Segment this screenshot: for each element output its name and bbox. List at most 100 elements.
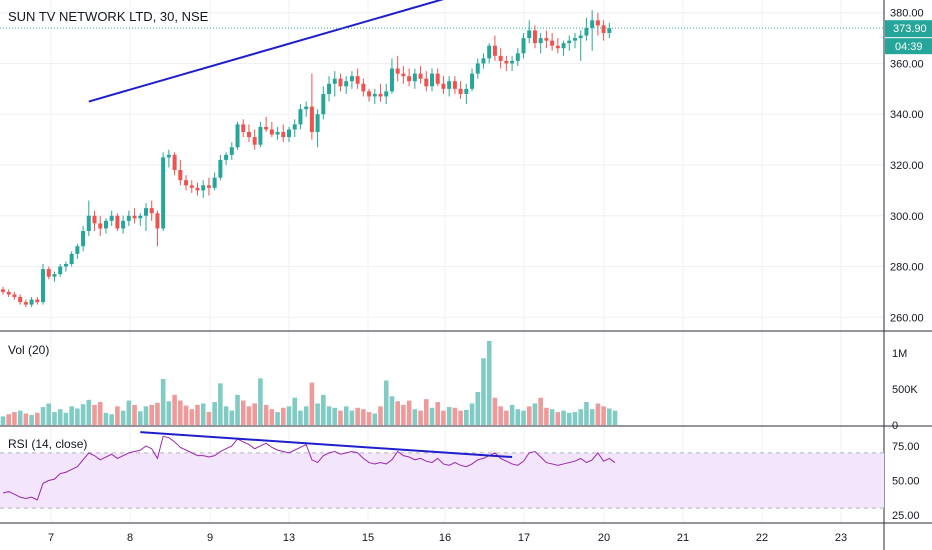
candle-body [332, 78, 337, 84]
candle-body [395, 68, 400, 74]
candle-body [367, 91, 372, 97]
candle-body [75, 246, 80, 254]
volume-bar [126, 400, 132, 425]
candle-body [573, 38, 577, 41]
candle-body [550, 40, 555, 46]
volume-bar [464, 409, 469, 425]
candle-body [298, 109, 303, 125]
candle-body [258, 126, 263, 145]
candle-body [458, 88, 463, 94]
volume-bar [115, 406, 120, 425]
volume-bar [63, 412, 69, 425]
candle-body [1, 289, 5, 292]
volume-bar [69, 406, 74, 425]
candle-body [229, 147, 234, 155]
candle-body [149, 208, 154, 214]
volume-bar [75, 408, 80, 425]
candle-body [138, 215, 143, 219]
candle-body [584, 27, 589, 36]
candle-body [389, 68, 394, 92]
volume-bar [80, 404, 86, 425]
volume-bar [103, 412, 109, 425]
price-tick-label: 280.00 [890, 262, 924, 274]
candle-body [23, 302, 28, 305]
volume-bar [441, 410, 446, 425]
volume-bar [52, 412, 57, 425]
candle-body [218, 159, 223, 178]
volume-bar [498, 406, 503, 425]
candle-body [515, 53, 520, 61]
candle-body [58, 266, 63, 275]
volume-bar [584, 402, 589, 425]
candle-body [178, 170, 183, 181]
volume-bar [235, 394, 240, 425]
volume-bar [218, 383, 223, 425]
volume-bar [429, 407, 435, 425]
rsi-pane-label: RSI (14, close) [8, 437, 88, 451]
volume-bar [607, 408, 612, 425]
volume-bar [475, 391, 481, 425]
volume-bar [97, 402, 103, 425]
candle-body [235, 124, 240, 148]
candle-body [52, 274, 57, 277]
price-badge-text: 373.90 [893, 23, 927, 35]
volume-bar [561, 410, 566, 425]
candle-body [521, 38, 526, 54]
volume-bar [578, 409, 584, 425]
candle-body [378, 93, 383, 97]
volume-bar [12, 412, 17, 425]
candle-body [161, 157, 166, 229]
candle-body [475, 63, 480, 74]
rsi-tick-label: 50.00 [892, 476, 920, 488]
volume-bar [423, 399, 429, 425]
candle-body [201, 185, 206, 191]
volume-bar [481, 358, 486, 425]
volume-bar [40, 407, 46, 425]
x-tick-label: 9 [207, 532, 213, 544]
volume-bar [509, 404, 515, 425]
candle-body [470, 73, 475, 89]
volume-bar [321, 394, 326, 425]
volume-bar [160, 379, 166, 425]
volume-bar [521, 410, 526, 425]
volume-bar [252, 403, 257, 425]
candle-body [166, 154, 171, 158]
volume-bar [155, 402, 160, 425]
candle-body [327, 83, 332, 94]
volume-bar [366, 412, 372, 425]
volume-bar [263, 404, 269, 425]
candle-body [607, 28, 612, 33]
volume-bar [269, 409, 275, 425]
volume-bar [486, 341, 492, 425]
volume-bar [332, 407, 338, 425]
candle-body [46, 269, 51, 277]
x-tick-label: 7 [48, 532, 54, 544]
volume-tick-label: 0 [892, 420, 898, 432]
volume-bar [412, 409, 418, 425]
axis-labels: 7 8 9 13 15 16 17 20 21 22 23 260.00 280.00 300.00 320… [48, 8, 932, 544]
volume-bar [406, 400, 412, 425]
candle-body [504, 60, 509, 64]
candle-body [189, 185, 194, 188]
price-tick-label: 260.00 [890, 312, 924, 324]
candle-body [195, 187, 200, 191]
volume-bar [195, 404, 200, 425]
x-tick-label: 20 [598, 532, 610, 544]
candle-body [304, 106, 309, 110]
price-trendline [88, 0, 444, 103]
volume-bar [538, 397, 543, 425]
candle-body [384, 91, 389, 97]
rsi-band [0, 452, 884, 509]
candle-body [590, 20, 595, 28]
candle-body [121, 220, 126, 229]
candle-body [578, 35, 583, 39]
volume-bar [338, 410, 343, 425]
volume-bar [292, 397, 298, 425]
candle-body [487, 45, 492, 59]
candle-body [401, 73, 406, 77]
candle-body [441, 83, 446, 89]
candle-body [538, 38, 543, 44]
volume-bar [458, 410, 463, 425]
volume-bar [361, 409, 366, 425]
price-tick-label: 360.00 [890, 58, 924, 70]
